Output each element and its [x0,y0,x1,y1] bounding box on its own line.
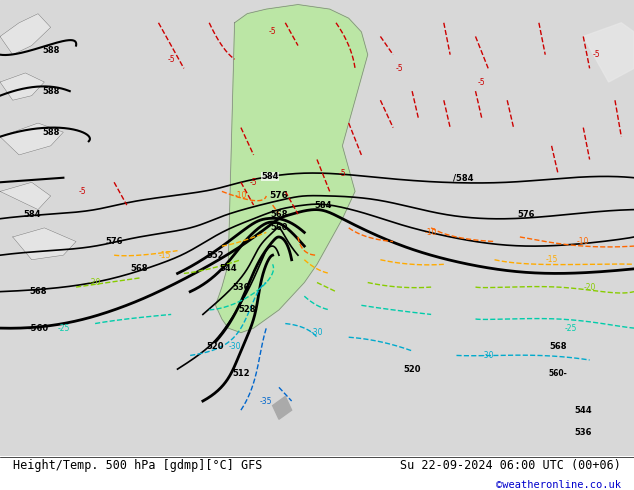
Text: -5: -5 [592,50,600,59]
Text: 588: 588 [42,46,60,54]
Text: -30: -30 [228,342,241,351]
Text: -560: -560 [27,323,49,333]
Text: -5: -5 [79,187,86,196]
Text: -5: -5 [339,169,346,178]
Text: -20: -20 [583,283,596,292]
Polygon shape [216,4,368,333]
Text: -5: -5 [250,178,257,187]
Text: Height/Temp. 500 hPa [gdmp][°C] GFS: Height/Temp. 500 hPa [gdmp][°C] GFS [13,460,262,472]
Text: 536: 536 [232,283,250,292]
Text: -5: -5 [269,27,276,36]
Text: 568: 568 [549,342,567,351]
Polygon shape [0,14,51,55]
Polygon shape [0,182,51,210]
Polygon shape [273,396,292,419]
Text: 568: 568 [131,265,148,273]
Text: 528: 528 [238,305,256,315]
Polygon shape [0,123,63,155]
Text: -20: -20 [89,278,101,287]
Text: 576: 576 [105,237,123,246]
Text: /584: /584 [453,173,473,182]
Text: 512: 512 [232,369,250,378]
Text: -35: -35 [260,396,273,406]
Text: -5: -5 [478,77,486,87]
Text: -5: -5 [167,55,175,64]
Text: 544: 544 [574,406,592,415]
Text: 588: 588 [42,128,60,137]
Text: 584: 584 [314,200,332,210]
Polygon shape [0,73,44,100]
Text: -5: -5 [396,64,403,73]
Text: 576: 576 [269,192,288,200]
Text: Su 22-09-2024 06:00 UTC (00+06): Su 22-09-2024 06:00 UTC (00+06) [401,460,621,472]
Text: 560-: 560- [548,369,567,378]
Text: 584: 584 [261,172,278,181]
Text: 576: 576 [517,210,535,219]
Text: -10: -10 [235,192,247,200]
Text: 560: 560 [270,223,288,232]
Text: 568: 568 [270,210,288,219]
Text: 520: 520 [207,342,224,351]
Text: -25: -25 [564,323,577,333]
Text: -30: -30 [311,328,323,337]
Text: -10: -10 [425,228,437,237]
Text: -15: -15 [545,255,558,264]
Text: 584: 584 [23,210,41,219]
Text: 536: 536 [574,428,592,438]
Text: 588: 588 [42,87,60,96]
Polygon shape [583,23,634,82]
Text: 520: 520 [403,365,421,373]
Text: 568: 568 [29,287,47,296]
Text: ©weatheronline.co.uk: ©weatheronline.co.uk [496,480,621,490]
Text: -30: -30 [482,351,495,360]
Text: 544: 544 [219,265,237,273]
Text: -15: -15 [158,251,171,260]
Text: -10: -10 [577,237,590,246]
Text: -25: -25 [57,323,70,333]
Text: 552: 552 [207,251,224,260]
Polygon shape [13,228,76,260]
